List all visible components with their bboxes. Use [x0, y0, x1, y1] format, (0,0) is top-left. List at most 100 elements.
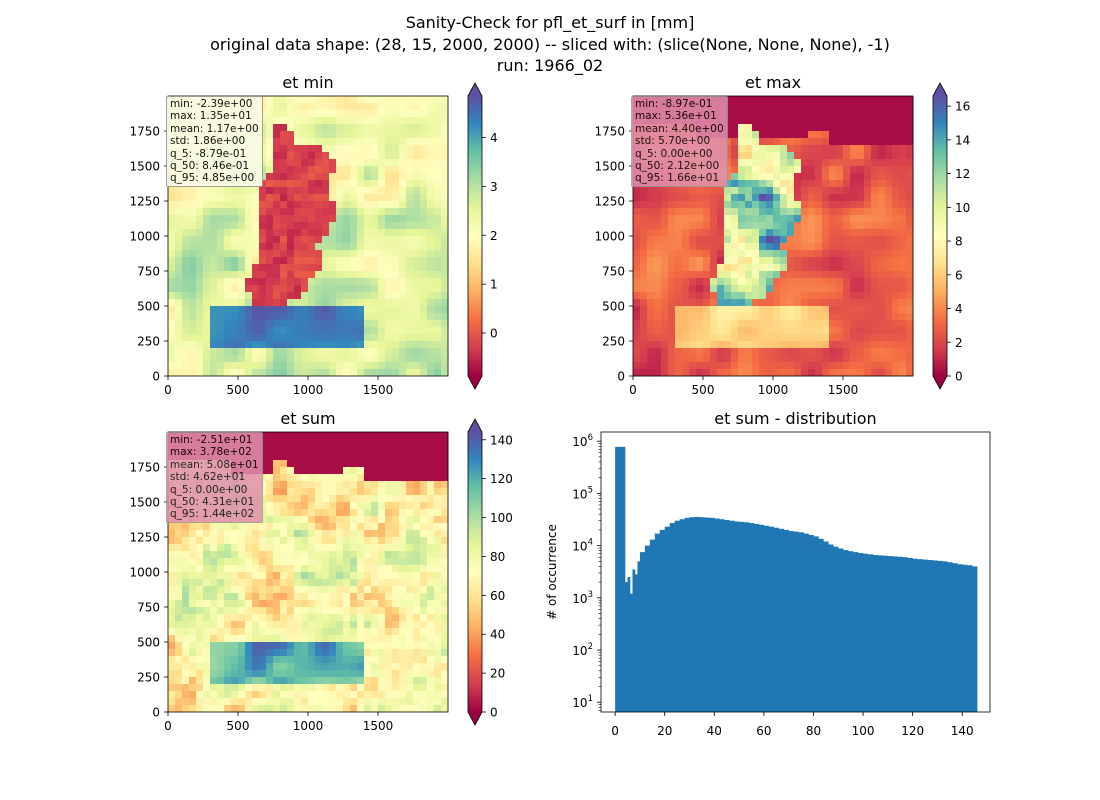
histogram-bar: [659, 529, 666, 712]
figure-title-line-2: original data shape: (28, 15, 2000, 2000…: [210, 35, 890, 54]
y-tick-label: 250: [137, 671, 160, 685]
y-tick-label: 1750: [129, 461, 160, 475]
y-tick-label: 102: [572, 642, 593, 658]
x-tick-label: 1500: [828, 383, 859, 397]
histogram-bar: [739, 521, 745, 712]
y-tick-exponent: 3: [588, 590, 593, 600]
x-tick-label: 0: [164, 719, 172, 733]
x-tick-label: 1000: [293, 383, 324, 397]
histogram-bar: [634, 574, 638, 712]
histogram-bar: [783, 529, 789, 712]
figure-title-line-3: run: 1966_02: [496, 56, 604, 75]
colorbar-tick-label: 10: [955, 201, 970, 215]
histogram-bar: [674, 520, 680, 712]
y-tick-label: 1750: [594, 125, 625, 139]
histogram-bar: [967, 565, 973, 712]
histogram-bar: [639, 552, 646, 712]
histogram-bar: [858, 553, 864, 712]
y-tick-base: 10: [572, 644, 587, 658]
histogram-bar: [872, 555, 879, 712]
panel-title: et min: [282, 73, 333, 92]
histogram-bar: [734, 521, 740, 712]
histogram-bar: [907, 557, 913, 712]
histogram-bar: [957, 564, 963, 712]
y-tick-label: 500: [602, 300, 625, 314]
y-tick-label: 1000: [129, 230, 160, 244]
y-tick-label: 104: [572, 538, 593, 554]
stats-line: max: 1.35e+01: [170, 110, 252, 123]
y-tick-label: 1500: [594, 160, 625, 174]
histogram-bar: [724, 519, 730, 712]
y-tick-label: 0: [152, 706, 160, 720]
x-tick-label: 140: [951, 724, 974, 738]
y-tick-label: 0: [152, 370, 160, 384]
y-tick-label: 750: [137, 265, 160, 279]
colorbar-extend-bottom: [468, 376, 482, 389]
x-tick-label: 1500: [363, 719, 394, 733]
y-tick-label: 250: [137, 335, 160, 349]
histogram-bars: [615, 446, 978, 712]
histogram-bar: [927, 560, 933, 712]
y-tick-label: 1750: [129, 125, 160, 139]
colorbar: [468, 96, 482, 376]
histogram-bar: [768, 526, 775, 712]
x-tick-label: 0: [164, 383, 172, 397]
histogram-bar: [912, 558, 918, 712]
colorbar-tick-label: 2: [955, 336, 963, 350]
y-tick-label: 1000: [129, 566, 160, 580]
histogram-bar: [763, 525, 770, 712]
stats-line: max: 3.78e+02: [170, 446, 252, 459]
histogram-bar: [863, 553, 869, 712]
x-tick-label: 60: [756, 724, 771, 738]
y-tick-label: 1250: [129, 531, 160, 545]
x-tick-label: 100: [852, 724, 875, 738]
histogram-bar: [897, 556, 904, 712]
y-tick-label: 105: [572, 485, 593, 501]
histogram-bar: [818, 538, 824, 712]
stats-line: mean: 4.40e+00: [635, 122, 724, 135]
colorbar-tick-label: 60: [490, 589, 505, 603]
y-tick-base: 10: [572, 487, 587, 501]
histogram-bar: [654, 533, 661, 712]
stats-line: q_50: 2.12e+00: [635, 160, 720, 173]
y-tick-label: 500: [137, 300, 160, 314]
colorbar-tick-label: 2: [490, 229, 498, 243]
colorbar-tick-label: 80: [490, 550, 505, 564]
histogram-bar: [823, 541, 829, 712]
histogram-bar: [684, 517, 690, 712]
histogram-bar: [877, 555, 884, 712]
stats-line: min: -2.39e+00: [170, 98, 253, 110]
stats-line: max: 5.36e+01: [635, 110, 717, 123]
y-tick-label: 103: [572, 590, 593, 606]
x-tick-label: 0: [629, 383, 637, 397]
stats-line: q_50: 4.31e+01: [170, 496, 255, 509]
stats-line: q_50: 8.46e-01: [170, 160, 250, 173]
stats-line: min: -2.51e+01: [170, 434, 253, 446]
y-tick-label: 1250: [594, 195, 625, 209]
y-tick-label: 250: [602, 335, 625, 349]
y-tick-exponent: 2: [588, 642, 593, 652]
y-tick-exponent: 1: [588, 694, 593, 704]
histogram-bar: [644, 545, 651, 712]
colorbar-tick-label: 12: [955, 167, 970, 181]
y-tick-base: 10: [572, 435, 587, 449]
stats-line: std: 1.86e+00: [170, 135, 246, 148]
y-tick-label: 750: [137, 601, 160, 615]
histogram-bar: [922, 559, 928, 712]
colorbar-extend-top: [468, 83, 482, 96]
histogram-bar: [952, 563, 958, 712]
x-tick-label: 1000: [293, 719, 324, 733]
histogram-bar: [892, 556, 899, 712]
histogram-bar: [625, 582, 628, 712]
histogram-bar: [833, 546, 839, 712]
colorbar-tick-label: 3: [490, 180, 498, 194]
colorbar-tick-label: 1: [490, 278, 498, 292]
histogram-bar: [694, 516, 700, 712]
x-tick-label: 20: [657, 724, 672, 738]
x-tick-label: 120: [901, 724, 924, 738]
histogram-bar: [679, 519, 685, 712]
colorbar-outline: [467, 82, 483, 390]
histogram-bar: [637, 561, 641, 712]
colorbar-tick-label: 140: [490, 433, 513, 447]
stats-box: min: -8.97e-01 max: 5.36e+01 mean: 4.40e+0…: [631, 96, 728, 187]
